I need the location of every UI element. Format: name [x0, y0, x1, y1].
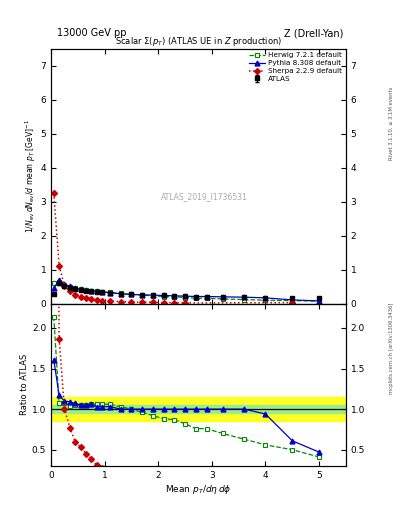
Herwig 7.2.1 default: [89, 288, 94, 294]
Sherpa 2.2.9 default: [89, 296, 94, 302]
Herwig 7.2.1 default: [78, 286, 83, 292]
Sherpa 2.2.9 default: [51, 190, 56, 196]
Pythia 8.308 default: [140, 292, 145, 298]
Herwig 7.2.1 default: [204, 295, 209, 301]
Pythia 8.308 default: [84, 287, 88, 293]
Herwig 7.2.1 default: [290, 297, 295, 304]
Herwig 7.2.1 default: [94, 288, 99, 294]
Sherpa 2.2.9 default: [100, 297, 105, 304]
Pythia 8.308 default: [73, 285, 77, 291]
Pythia 8.308 default: [220, 294, 225, 300]
Pythia 8.308 default: [57, 277, 61, 283]
Herwig 7.2.1 default: [108, 289, 112, 295]
Sherpa 2.2.9 default: [108, 298, 112, 304]
Herwig 7.2.1 default: [263, 297, 268, 303]
Pythia 8.308 default: [100, 289, 105, 295]
Sherpa 2.2.9 default: [140, 299, 145, 305]
Pythia 8.308 default: [68, 283, 72, 289]
Herwig 7.2.1 default: [161, 293, 166, 300]
Herwig 7.2.1 default: [193, 295, 198, 301]
Text: mcplots.cern.ch [arXiv:1306.3436]: mcplots.cern.ch [arXiv:1306.3436]: [389, 303, 393, 394]
Herwig 7.2.1 default: [242, 296, 246, 303]
Y-axis label: Ratio to ATLAS: Ratio to ATLAS: [20, 354, 29, 415]
Sherpa 2.2.9 default: [62, 283, 67, 289]
Pythia 8.308 default: [94, 288, 99, 294]
Y-axis label: $1/N_{\rm ev}\,dN_{\rm ev}/d$ mean $p_T$ [GeV]$^{-1}$: $1/N_{\rm ev}\,dN_{\rm ev}/d$ mean $p_T$…: [23, 119, 38, 233]
Sherpa 2.2.9 default: [118, 298, 123, 305]
Pythia 8.308 default: [89, 288, 94, 294]
Sherpa 2.2.9 default: [161, 300, 166, 306]
Sherpa 2.2.9 default: [57, 263, 61, 269]
Pythia 8.308 default: [242, 294, 246, 300]
Pythia 8.308 default: [183, 293, 187, 299]
Pythia 8.308 default: [118, 291, 123, 297]
Sherpa 2.2.9 default: [73, 292, 77, 298]
Sherpa 2.2.9 default: [129, 299, 134, 305]
Line: Pythia 8.308 default: Pythia 8.308 default: [51, 278, 321, 303]
Pythia 8.308 default: [78, 286, 83, 292]
Herwig 7.2.1 default: [140, 292, 145, 298]
Pythia 8.308 default: [172, 293, 177, 299]
Herwig 7.2.1 default: [73, 285, 77, 291]
Pythia 8.308 default: [263, 295, 268, 301]
Pythia 8.308 default: [108, 290, 112, 296]
Pythia 8.308 default: [204, 293, 209, 300]
Herwig 7.2.1 default: [317, 298, 321, 304]
X-axis label: Mean $p_T/d\eta\,d\phi$: Mean $p_T/d\eta\,d\phi$: [165, 482, 232, 496]
Herwig 7.2.1 default: [118, 290, 123, 296]
Sherpa 2.2.9 default: [290, 300, 295, 306]
Sherpa 2.2.9 default: [172, 300, 177, 306]
Herwig 7.2.1 default: [57, 279, 61, 285]
Sherpa 2.2.9 default: [151, 299, 155, 305]
Sherpa 2.2.9 default: [94, 297, 99, 303]
Pythia 8.308 default: [290, 297, 295, 303]
Herwig 7.2.1 default: [84, 287, 88, 293]
Pythia 8.308 default: [161, 292, 166, 298]
Pythia 8.308 default: [151, 292, 155, 298]
Pythia 8.308 default: [129, 291, 134, 297]
Text: 13000 GeV pp: 13000 GeV pp: [57, 28, 127, 38]
Line: Sherpa 2.2.9 default: Sherpa 2.2.9 default: [52, 191, 294, 305]
Sherpa 2.2.9 default: [183, 300, 187, 306]
Line: Herwig 7.2.1 default: Herwig 7.2.1 default: [51, 280, 321, 304]
Herwig 7.2.1 default: [100, 289, 105, 295]
Legend: Herwig 7.2.1 default, Pythia 8.308 default, Sherpa 2.2.9 default, ATLAS: Herwig 7.2.1 default, Pythia 8.308 defau…: [248, 51, 343, 83]
Sherpa 2.2.9 default: [68, 288, 72, 294]
Herwig 7.2.1 default: [183, 294, 187, 301]
Pythia 8.308 default: [51, 285, 56, 291]
Text: Rivet 3.1.10, ≥ 3.1M events: Rivet 3.1.10, ≥ 3.1M events: [389, 86, 393, 160]
Title: Scalar $\Sigma(p_T)$ (ATLAS UE in $Z$ production): Scalar $\Sigma(p_T)$ (ATLAS UE in $Z$ pr…: [115, 35, 282, 49]
Herwig 7.2.1 default: [172, 294, 177, 300]
Pythia 8.308 default: [317, 298, 321, 304]
Herwig 7.2.1 default: [68, 284, 72, 290]
Sherpa 2.2.9 default: [84, 295, 88, 301]
Text: ATLAS_2019_I1736531: ATLAS_2019_I1736531: [161, 192, 248, 201]
Herwig 7.2.1 default: [62, 282, 67, 288]
Sherpa 2.2.9 default: [78, 293, 83, 300]
Pythia 8.308 default: [193, 293, 198, 300]
Herwig 7.2.1 default: [151, 293, 155, 299]
Herwig 7.2.1 default: [220, 296, 225, 302]
Text: Z (Drell-Yan): Z (Drell-Yan): [285, 28, 344, 38]
Herwig 7.2.1 default: [51, 280, 56, 286]
Herwig 7.2.1 default: [129, 291, 134, 297]
Pythia 8.308 default: [62, 281, 67, 287]
